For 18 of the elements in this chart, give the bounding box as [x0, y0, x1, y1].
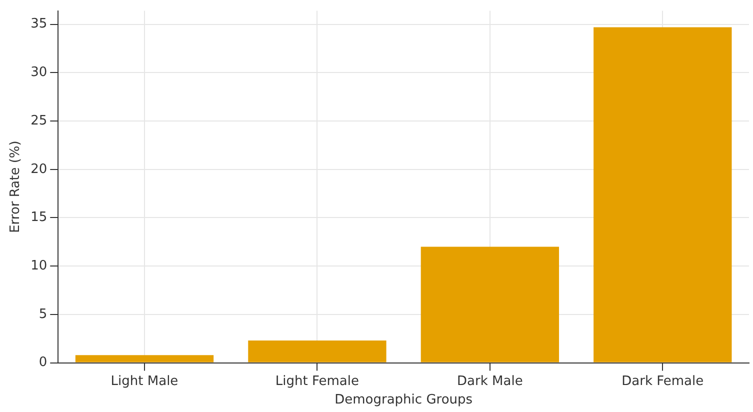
x-tick-label: Light Male	[110, 374, 178, 389]
y-tick-label: 5	[38, 306, 48, 322]
y-tick-label: 20	[30, 162, 48, 177]
bar	[420, 246, 560, 362]
y-axis-title: Error Rate (%)	[8, 140, 24, 233]
bar	[594, 27, 732, 362]
y-tick-label: 35	[30, 16, 48, 32]
y-tick-label: 30	[30, 65, 48, 80]
y-tick-label: 0	[38, 355, 48, 370]
x-axis-title: Demographic Groups	[334, 392, 473, 408]
y-tick-label: 10	[30, 258, 48, 274]
bar	[75, 355, 214, 362]
x-tick-label: Light Female	[275, 374, 360, 389]
x-tick-label: Dark Female	[622, 374, 704, 389]
x-tick-label: Dark Male	[457, 374, 523, 389]
bar	[248, 340, 386, 362]
y-tick-label: 25	[30, 113, 48, 128]
y-tick-label: 15	[30, 210, 48, 226]
